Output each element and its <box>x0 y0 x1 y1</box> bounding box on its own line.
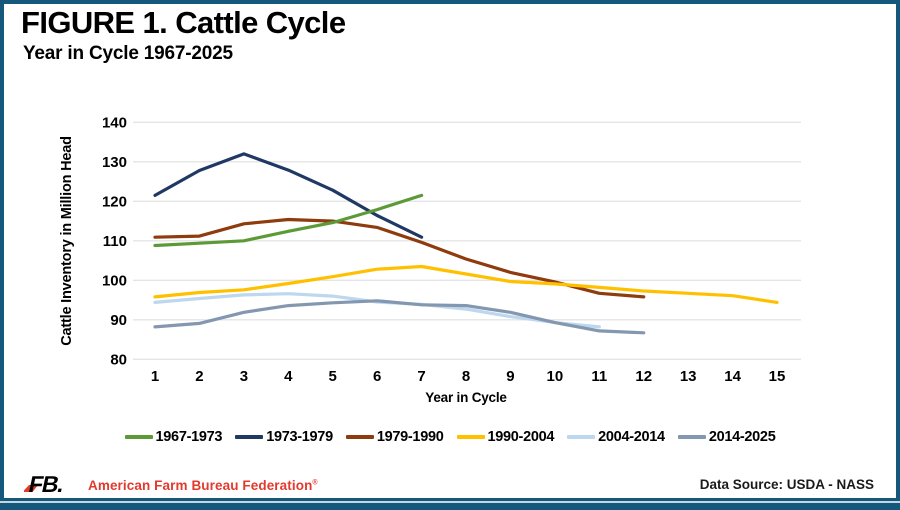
legend-label: 1979-1990 <box>376 429 444 445</box>
y-tick-label: 120 <box>102 194 127 211</box>
logo-text: FB. <box>26 471 66 497</box>
legend-swatch <box>345 435 374 439</box>
x-tick-label: 15 <box>769 368 786 385</box>
legend-item-1973-1979: 1973-1979 <box>235 429 333 445</box>
legend-swatch <box>235 435 264 439</box>
legend-item-1967-1973: 1967-1973 <box>124 429 223 445</box>
figure-subtitle: Year in Cycle 1967-2025 <box>23 43 233 64</box>
x-tick-label: 12 <box>635 368 652 385</box>
legend-swatch <box>677 435 706 439</box>
series-line-1990-2004 <box>153 264 779 304</box>
x-tick-label: 4 <box>284 368 293 385</box>
org-name-text: American Farm Bureau Federation <box>88 478 313 493</box>
x-axis-title: Year in Cycle <box>425 390 507 405</box>
legend-swatch <box>456 435 485 439</box>
y-tick-label: 140 <box>102 115 127 132</box>
x-tick-label: 8 <box>462 368 470 385</box>
data-source-label: Data Source: USDA - NASS <box>699 477 874 492</box>
legend-item-1990-2004: 1990-2004 <box>456 429 555 445</box>
legend-label: 1990-2004 <box>487 429 555 445</box>
series-lines <box>153 152 779 335</box>
chart-legend: 1967-1973 1973-1979 1979-1990 1990-2004 2004… <box>0 429 900 445</box>
y-axis-title: Cattle Inventory in Million Head <box>59 136 75 346</box>
legend-swatch <box>124 435 153 439</box>
registered-mark: ® <box>312 479 318 487</box>
series-line-2014-2025 <box>153 299 646 335</box>
org-name: American Farm Bureau Federation® <box>88 478 318 493</box>
legend-label: 2014-2025 <box>708 429 776 445</box>
y-tick-label: 100 <box>102 273 127 290</box>
legend-label: 1973-1979 <box>266 429 333 445</box>
logo-red-wedge <box>24 485 39 492</box>
x-tick-label: 11 <box>591 368 607 385</box>
x-tick-label: 7 <box>417 368 425 385</box>
x-tick-label: 10 <box>547 368 564 385</box>
x-tick-label: 2 <box>195 368 203 385</box>
y-tick-label: 90 <box>110 312 127 329</box>
x-tick-label: 14 <box>724 368 741 385</box>
x-tick-label: 13 <box>680 368 697 385</box>
figure-title: FIGURE 1. Cattle Cycle <box>21 5 346 40</box>
x-tick-label: 6 <box>373 368 381 385</box>
x-tick-label: 3 <box>240 368 248 385</box>
series-line-1973-1979 <box>153 152 424 239</box>
bottom-accent-bar <box>0 498 900 510</box>
legend-item-2004-2014: 2004-2014 <box>567 429 665 445</box>
legend-label: 2004-2014 <box>598 429 665 445</box>
legend-item-1979-1990: 1979-1990 <box>345 429 444 445</box>
x-axis-tick-labels: 1 2 3 4 5 6 7 8 9 10 11 12 13 14 15 <box>151 368 786 385</box>
afbf-logo: FB. <box>24 471 66 497</box>
series-line-1967-1973 <box>153 193 424 248</box>
x-tick-label: 9 <box>506 368 514 385</box>
series-line-2004-2014 <box>153 292 601 329</box>
y-tick-label: 80 <box>110 352 127 369</box>
x-tick-label: 1 <box>151 368 159 385</box>
legend-item-2014-2025: 2014-2025 <box>677 429 776 445</box>
y-tick-label: 110 <box>103 233 127 250</box>
x-tick-label: 5 <box>329 368 337 385</box>
y-tick-label: 130 <box>102 154 127 171</box>
y-axis-tick-labels: 140 130 120 110 100 90 80 <box>102 115 127 369</box>
legend-label: 1967-1973 <box>155 429 223 445</box>
legend-swatch <box>567 435 596 439</box>
